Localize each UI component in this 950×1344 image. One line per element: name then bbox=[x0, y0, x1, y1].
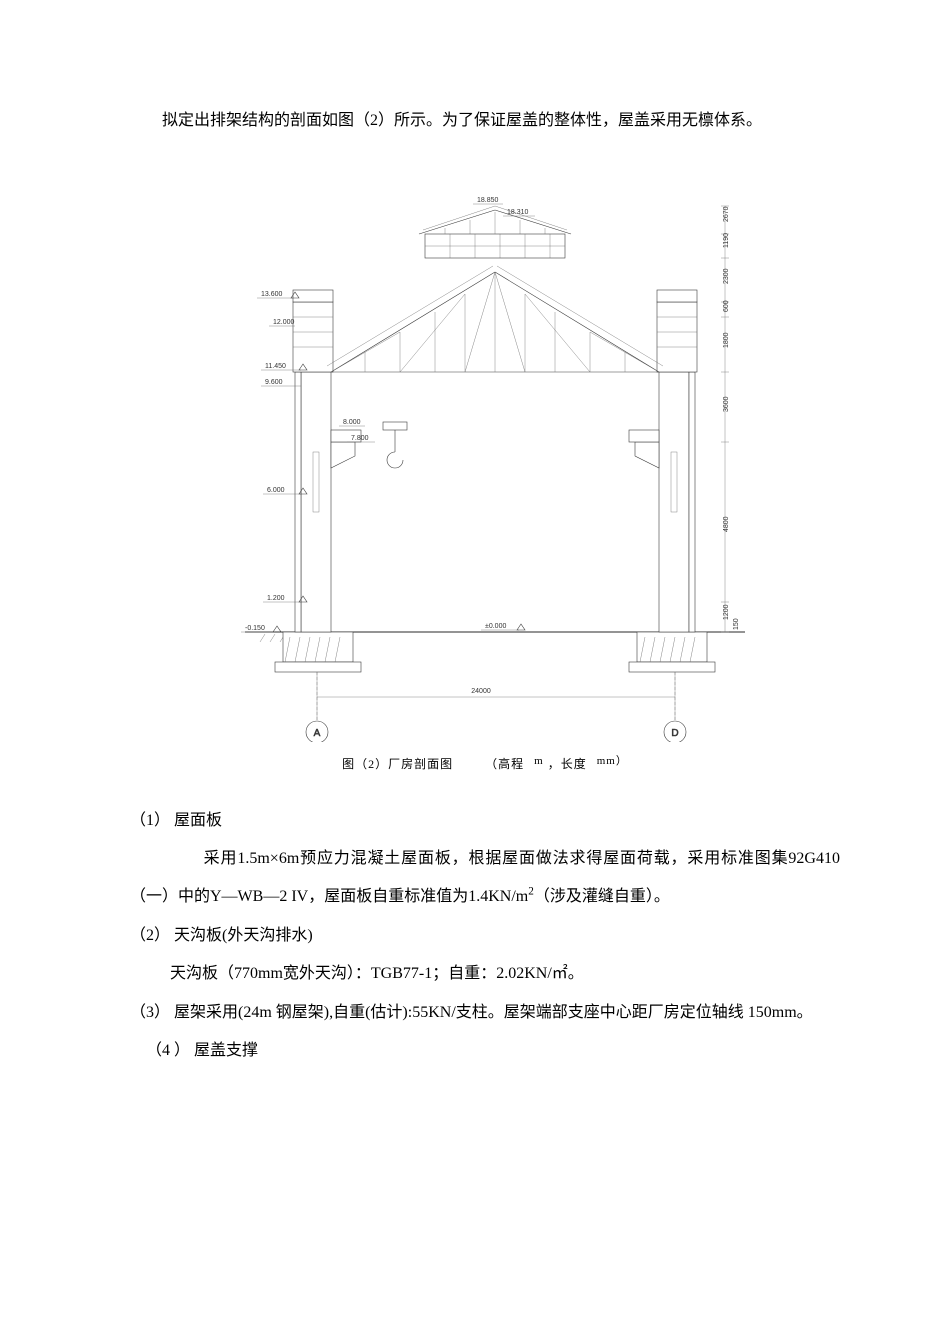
svg-text:D: D bbox=[671, 728, 678, 739]
svg-text:12.000: 12.000 bbox=[273, 319, 295, 326]
diagram-caption: 图（2）厂房剖面图 （高程 m ，长度 mm） bbox=[130, 752, 840, 772]
svg-text:7.800: 7.800 bbox=[351, 435, 369, 442]
svg-text:18.850: 18.850 bbox=[477, 197, 499, 204]
caption-mid2: ，长度 bbox=[548, 757, 587, 771]
svg-text:1200: 1200 bbox=[723, 604, 730, 620]
section-1-body: 采用1.5m×6m预应力混凝土屋面板，根据屋面做法求得屋面荷载，采用标准图集92… bbox=[130, 840, 840, 917]
svg-text:2670: 2670 bbox=[723, 206, 730, 222]
section-3-body: （3） 屋架采用(24m 钢屋架),自重(估计):55KN/支柱。屋架端部支座中… bbox=[130, 994, 840, 1032]
svg-text:3600: 3600 bbox=[723, 396, 730, 412]
svg-text:2300: 2300 bbox=[723, 268, 730, 284]
section-2-body: 天沟板（770mm宽外天沟）：TGB77-1；自重：2.02KN/㎡。 bbox=[130, 955, 840, 993]
intro-paragraph: 拟定出排架结构的剖面如图（2）所示。为了保证屋盖的整体性，屋盖采用无檩体系。 bbox=[130, 100, 840, 142]
svg-text:-0.150: -0.150 bbox=[245, 625, 265, 632]
svg-text:150: 150 bbox=[733, 618, 740, 630]
svg-text:1800: 1800 bbox=[723, 332, 730, 348]
caption-prefix: 图（2）厂房剖面图 bbox=[342, 757, 453, 771]
svg-text:24000: 24000 bbox=[471, 688, 491, 695]
svg-text:600: 600 bbox=[723, 300, 730, 312]
svg-text:8.000: 8.000 bbox=[343, 419, 361, 426]
section-4-head: （4 ） 屋盖支撑 bbox=[130, 1032, 840, 1070]
svg-text:9.600: 9.600 bbox=[265, 379, 283, 386]
caption-mid: （高程 bbox=[485, 757, 524, 771]
building-section-svg: 2670 1190 2300 600 1800 3600 4800 1200 1… bbox=[205, 172, 765, 742]
caption-unit1: m bbox=[534, 755, 544, 767]
section-2-head: （2） 天沟板(外天沟排水) bbox=[130, 917, 840, 955]
svg-text:4800: 4800 bbox=[723, 516, 730, 532]
section-1-head: （1） 屋面板 bbox=[130, 802, 840, 840]
section-diagram: 2670 1190 2300 600 1800 3600 4800 1200 1… bbox=[130, 172, 840, 742]
svg-text:1.200: 1.200 bbox=[267, 595, 285, 602]
svg-text:±0.000: ±0.000 bbox=[485, 623, 506, 630]
svg-text:1190: 1190 bbox=[723, 232, 730, 247]
svg-text:18.310: 18.310 bbox=[507, 209, 529, 216]
svg-text:A: A bbox=[314, 728, 321, 739]
svg-text:6.000: 6.000 bbox=[267, 487, 285, 494]
svg-text:13.600: 13.600 bbox=[261, 291, 283, 298]
caption-unit2: mm） bbox=[597, 752, 628, 768]
svg-text:11.450: 11.450 bbox=[265, 363, 286, 370]
